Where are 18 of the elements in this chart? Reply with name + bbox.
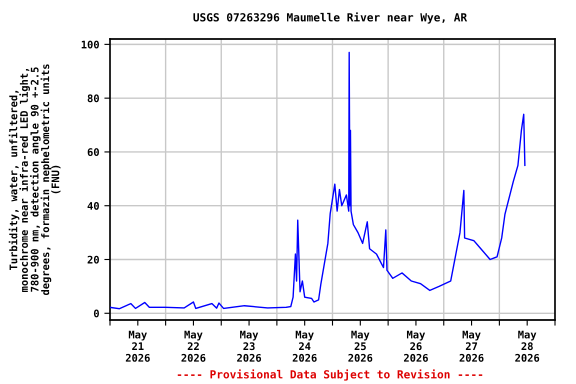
y-tick-label: 40	[88, 202, 99, 210]
x-tick-label: May 23 2026	[237, 330, 262, 362]
line-series	[110, 52, 526, 310]
x-tick-label: May 22 2026	[181, 330, 206, 362]
x-tick-label: May 27 2026	[460, 330, 484, 362]
y-tick-label: 0	[94, 310, 99, 318]
x-tick-label: May 21 2026	[126, 330, 150, 362]
x-tick-label: May 28 2026	[515, 330, 540, 362]
x-tick-label: May 25 2026	[348, 330, 372, 362]
y-axis-title: Turbidity, water, unfiltered, monochrome near infra-red LED light, 780-900 nm, detection angle 90 +-2.5 degrees, formazin nephelometric units (FNU)	[8, 64, 61, 296]
y-tick-label: 60	[88, 148, 99, 156]
x-tick-label: May 24 2026	[292, 330, 317, 362]
x-tick-label: May 26 2026	[404, 330, 428, 362]
chart-title: USGS 07263296 Maumelle River near Wye, AR	[193, 12, 468, 24]
text: ---- Provisional Data Subject to Revision ----	[178, 369, 482, 381]
y-tick-label: 100	[82, 40, 99, 48]
y-tick-label: 20	[88, 256, 99, 264]
y-tick-label: 80	[88, 94, 99, 102]
